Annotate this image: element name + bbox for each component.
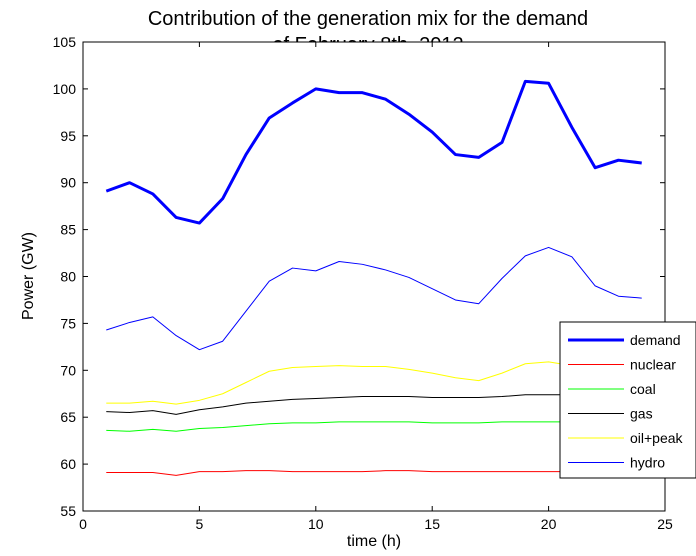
y-tick-label: 65 xyxy=(60,409,76,425)
x-axis-label: time (h) xyxy=(347,533,401,550)
legend-box xyxy=(559,321,696,479)
x-tick-label: 25 xyxy=(657,516,673,532)
y-axis-label: Power (GW) xyxy=(20,232,37,320)
y-tick-label: 70 xyxy=(60,362,76,378)
legend: demand nuclear coal gas oil+peak hydro xyxy=(559,321,696,479)
legend-label: oil+peak xyxy=(630,430,684,446)
series-line-hydro xyxy=(106,246,642,351)
legend-label: coal xyxy=(630,381,656,397)
x-tick-label: 10 xyxy=(308,516,324,532)
series-line-nuclear xyxy=(106,470,642,476)
y-tick-label: 75 xyxy=(60,315,76,331)
legend-label: demand xyxy=(630,332,681,348)
y-tick-label: 90 xyxy=(60,175,76,191)
legend-label: gas xyxy=(630,406,653,422)
legend-label: nuclear xyxy=(630,357,676,373)
x-tick-label: 5 xyxy=(196,516,204,532)
x-tick-label: 0 xyxy=(79,516,87,532)
x-tick-label: 20 xyxy=(541,516,557,532)
y-tick-label: 60 xyxy=(60,456,76,472)
series-line-oil-peak xyxy=(106,361,642,405)
x-tick-label: 15 xyxy=(424,516,440,532)
y-tick-label: 85 xyxy=(60,222,76,238)
y-tick-label: 55 xyxy=(60,503,76,519)
y-tick-label: 80 xyxy=(60,269,76,285)
series-line-demand xyxy=(105,79,642,225)
legend-label: hydro xyxy=(630,455,665,471)
y-tick-label: 95 xyxy=(60,128,76,144)
series-line-coal xyxy=(106,421,642,432)
y-tick-label: 105 xyxy=(53,34,77,50)
y-tick-label: 100 xyxy=(53,81,77,97)
series-line-gas xyxy=(106,394,642,415)
chart-title-line-1: Contribution of the generation mix for t… xyxy=(148,8,588,30)
